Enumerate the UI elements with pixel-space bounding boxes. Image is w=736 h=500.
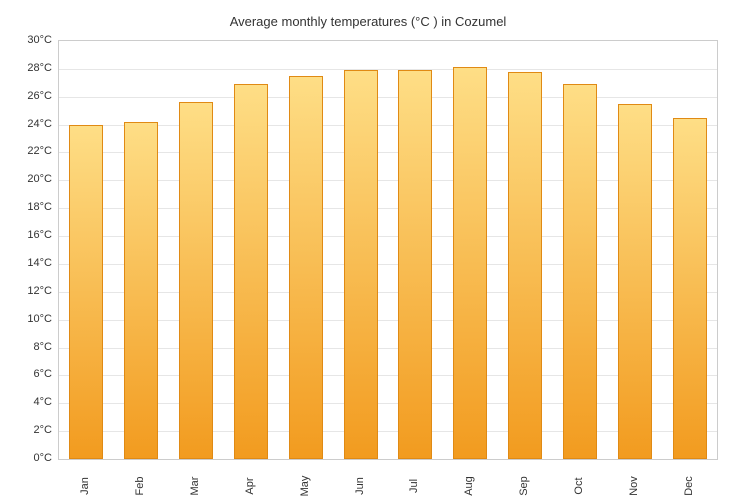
x-tick-label: Feb bbox=[134, 477, 146, 496]
x-tick-label: Sep bbox=[518, 476, 530, 496]
x-tick-label: Nov bbox=[628, 476, 640, 496]
y-tick-label: 6°C bbox=[0, 368, 52, 380]
x-tick-label: Jun bbox=[354, 477, 366, 495]
y-tick-label: 14°C bbox=[0, 257, 52, 269]
x-tick-label: May bbox=[299, 476, 311, 497]
x-tick-label: Oct bbox=[573, 477, 585, 494]
plot-area bbox=[58, 40, 718, 460]
y-tick-label: 0°C bbox=[0, 452, 52, 464]
x-tick-label: Jan bbox=[79, 477, 91, 495]
y-tick-label: 22°C bbox=[0, 145, 52, 157]
y-tick-label: 26°C bbox=[0, 90, 52, 102]
x-tick-label: Mar bbox=[189, 477, 201, 496]
y-tick-label: 10°C bbox=[0, 313, 52, 325]
gridline bbox=[59, 69, 717, 70]
x-tick-label: Apr bbox=[244, 477, 256, 494]
x-tick-label: Dec bbox=[683, 476, 695, 496]
bar-jul bbox=[398, 70, 432, 459]
y-tick-label: 8°C bbox=[0, 341, 52, 353]
bar-may bbox=[289, 76, 323, 459]
temperature-chart: Average monthly temperatures (°C ) in Co… bbox=[0, 0, 736, 500]
x-tick-label: Jul bbox=[408, 479, 420, 493]
y-tick-label: 30°C bbox=[0, 34, 52, 46]
y-tick-label: 24°C bbox=[0, 118, 52, 130]
bar-jan bbox=[69, 125, 103, 459]
bar-feb bbox=[124, 122, 158, 459]
bar-jun bbox=[344, 70, 378, 459]
y-tick-label: 18°C bbox=[0, 201, 52, 213]
bar-apr bbox=[234, 84, 268, 459]
bar-nov bbox=[618, 104, 652, 459]
y-tick-label: 2°C bbox=[0, 424, 52, 436]
y-tick-label: 28°C bbox=[0, 62, 52, 74]
y-tick-label: 12°C bbox=[0, 285, 52, 297]
y-tick-label: 20°C bbox=[0, 173, 52, 185]
y-tick-label: 4°C bbox=[0, 396, 52, 408]
gridline bbox=[59, 97, 717, 98]
bar-mar bbox=[179, 102, 213, 459]
bar-oct bbox=[563, 84, 597, 459]
chart-title: Average monthly temperatures (°C ) in Co… bbox=[0, 0, 736, 29]
bar-dec bbox=[673, 118, 707, 459]
bar-aug bbox=[453, 67, 487, 459]
x-tick-label: Aug bbox=[463, 476, 475, 496]
y-tick-label: 16°C bbox=[0, 229, 52, 241]
bar-sep bbox=[508, 72, 542, 459]
